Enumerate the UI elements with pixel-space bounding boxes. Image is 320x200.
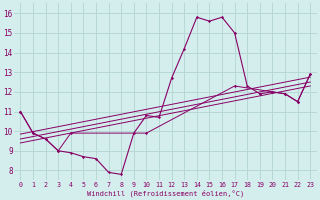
X-axis label: Windchill (Refroidissement éolien,°C): Windchill (Refroidissement éolien,°C) xyxy=(87,189,244,197)
